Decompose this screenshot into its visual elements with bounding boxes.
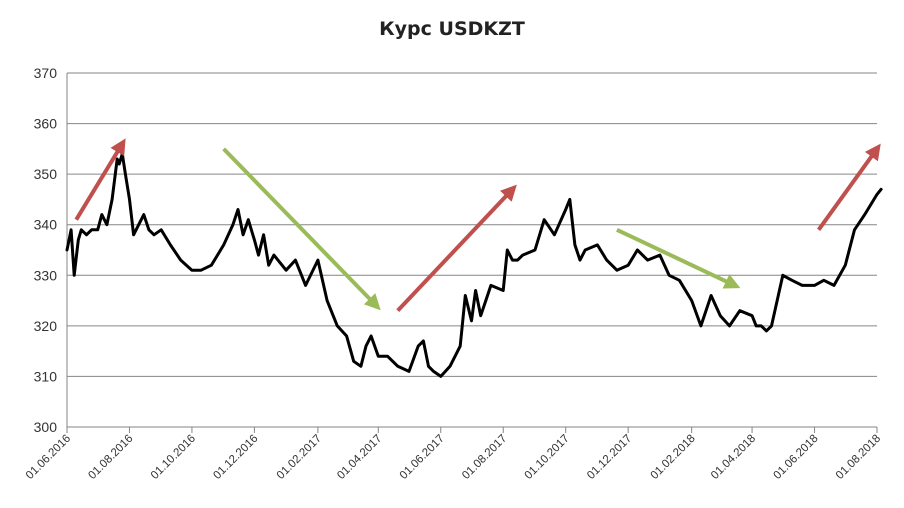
trend-arrow-down bbox=[616, 227, 741, 289]
y-tick-label: 300 bbox=[34, 419, 58, 435]
x-tick-label: 01.02.2018 bbox=[649, 433, 698, 482]
x-tick-label: 01.12.2017 bbox=[585, 433, 634, 482]
x-tick-label: 01.08.2017 bbox=[460, 433, 509, 482]
x-tick-label: 01.12.2016 bbox=[211, 433, 260, 482]
y-tick-label: 330 bbox=[34, 267, 58, 283]
trend-arrow-down bbox=[222, 147, 381, 311]
y-tick-label: 310 bbox=[34, 368, 58, 384]
y-tick-label: 340 bbox=[34, 217, 58, 233]
trend-arrow-up bbox=[817, 143, 881, 231]
x-tick-label: 01.04.2017 bbox=[335, 433, 384, 482]
y-tick-label: 370 bbox=[34, 65, 58, 81]
x-tick-label: 01.10.2016 bbox=[149, 433, 198, 482]
x-tick-label: 01.02.2017 bbox=[275, 433, 324, 482]
x-tick-label: 01.06.2018 bbox=[771, 433, 820, 482]
trend-arrow-up bbox=[396, 184, 517, 313]
y-tick-label: 320 bbox=[34, 318, 58, 334]
y-tick-label: 350 bbox=[34, 166, 58, 182]
x-tick-label: 01.06.2017 bbox=[398, 433, 447, 482]
x-tick-label: 01.06.2016 bbox=[24, 433, 73, 482]
x-tick-label: 01.08.2018 bbox=[834, 433, 883, 482]
y-tick-label: 360 bbox=[34, 116, 58, 132]
x-tick-label: 01.10.2017 bbox=[523, 433, 572, 482]
x-tick-label: 01.04.2018 bbox=[709, 433, 758, 482]
trend-arrow-up bbox=[74, 138, 126, 221]
chart-title: Курс USDKZT bbox=[379, 18, 525, 40]
x-tick-label: 01.08.2016 bbox=[86, 433, 135, 482]
series-line bbox=[65, 152, 883, 378]
